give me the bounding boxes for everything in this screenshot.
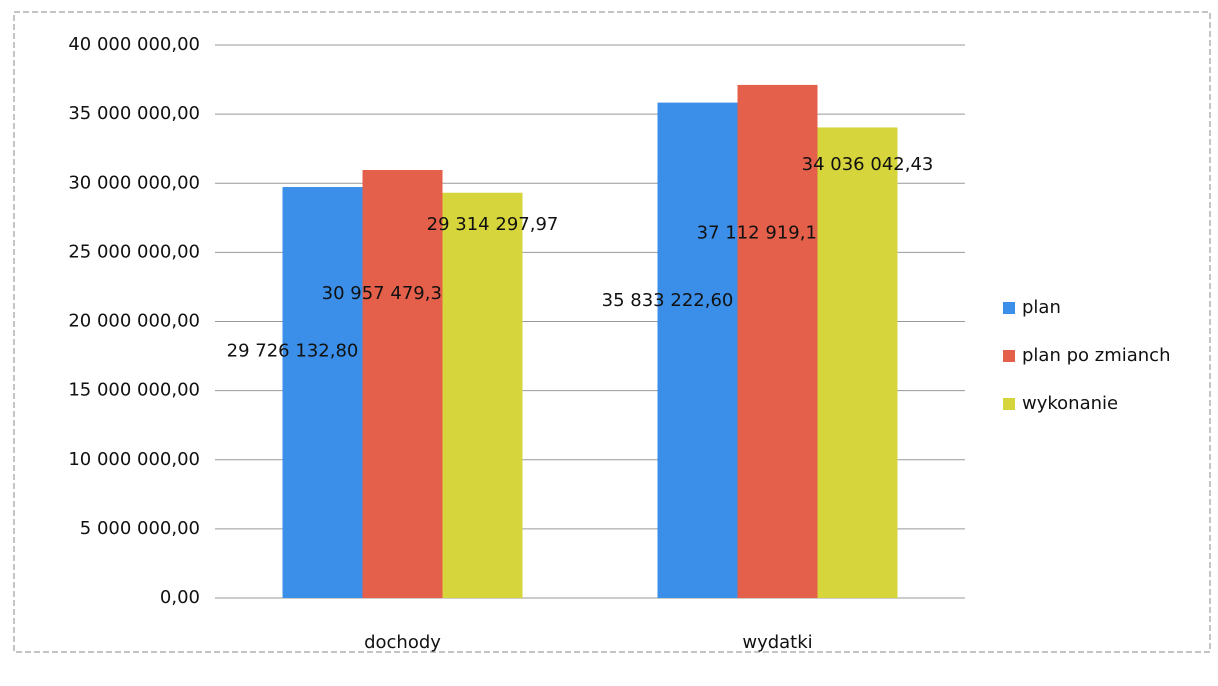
legend-label: wykonanie bbox=[1022, 393, 1118, 414]
x-tick-label: dochody bbox=[364, 632, 441, 653]
legend-swatch bbox=[1003, 398, 1015, 410]
legend-label: plan bbox=[1022, 297, 1061, 318]
value-label: 37 112 919,13 bbox=[697, 223, 829, 244]
bar bbox=[817, 127, 898, 598]
y-tick-label: 25 000 000,00 bbox=[68, 241, 200, 262]
chart-frame bbox=[13, 11, 1211, 653]
legend-label: plan po zmianch bbox=[1022, 345, 1170, 366]
bar bbox=[737, 84, 818, 599]
y-tick-label: 30 000 000,00 bbox=[68, 172, 200, 193]
y-tick-label: 15 000 000,00 bbox=[68, 380, 200, 401]
value-label: 35 833 222,60 bbox=[602, 290, 734, 311]
bar bbox=[362, 170, 443, 598]
y-tick-label: 5 000 000,00 bbox=[80, 518, 200, 539]
y-tick-label: 0,00 bbox=[160, 587, 200, 608]
y-tick-label: 35 000 000,00 bbox=[68, 103, 200, 124]
value-label: 29 726 132,80 bbox=[227, 340, 359, 361]
y-tick-label: 10 000 000,00 bbox=[68, 449, 200, 470]
y-tick-label: 40 000 000,00 bbox=[68, 34, 200, 55]
bar bbox=[657, 102, 738, 598]
legend-swatch bbox=[1003, 350, 1015, 362]
bar bbox=[282, 187, 363, 599]
value-label: 30 957 479,33 bbox=[322, 283, 454, 304]
value-label: 34 036 042,43 bbox=[802, 154, 934, 175]
bar bbox=[442, 192, 523, 598]
y-tick-label: 20 000 000,00 bbox=[68, 311, 200, 332]
value-label: 29 314 297,97 bbox=[427, 214, 559, 235]
x-tick-label: wydatki bbox=[742, 632, 812, 653]
legend-swatch bbox=[1003, 302, 1015, 314]
